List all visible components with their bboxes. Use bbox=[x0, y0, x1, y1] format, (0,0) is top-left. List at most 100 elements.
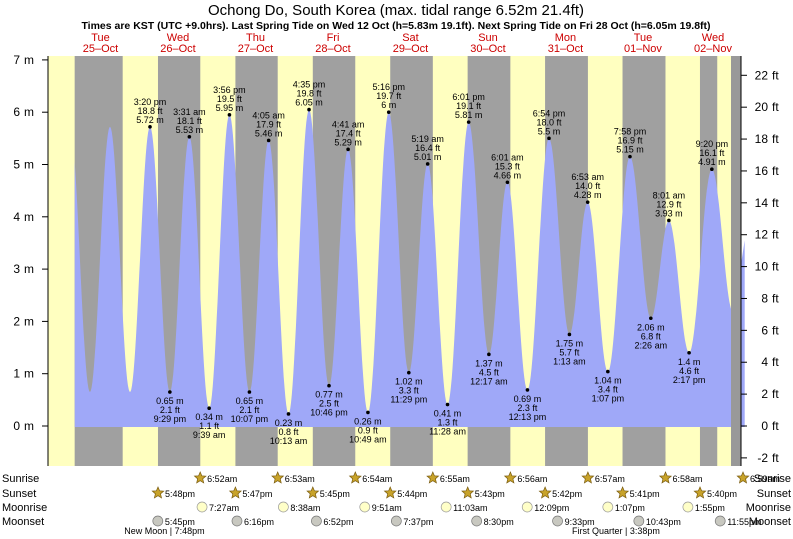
high-tide-feet: 14.0 ft bbox=[575, 181, 601, 191]
tide-point-2 bbox=[187, 134, 192, 139]
sun-moon-time: 11:55pm bbox=[727, 517, 761, 527]
low-tide-time: 10:13 am bbox=[270, 436, 308, 446]
high-tide-feet: 19.8 ft bbox=[297, 89, 323, 99]
low-tide-time: 2:17 pm bbox=[673, 375, 706, 385]
y-right-unit-label: ft bbox=[772, 68, 779, 82]
low-tide-meters: 0.23 m bbox=[275, 418, 303, 428]
sun-moon-time: 1:07pm bbox=[615, 503, 645, 513]
low-tide-time: 10:49 am bbox=[349, 434, 387, 444]
high-tide-feet: 15.3 ft bbox=[495, 161, 521, 171]
chart-subtitle: Times are KST (UTC +9.0hrs). Last Spring… bbox=[81, 20, 710, 32]
high-tide-feet: 12.9 ft bbox=[656, 199, 682, 209]
sun-star-icon bbox=[693, 486, 707, 499]
y-axis-left-meters: 0 m1 m2 m3 m4 m5 m6 m7 m bbox=[13, 53, 48, 433]
sun-star-icon bbox=[193, 471, 207, 484]
sun-moon-time: 8:30pm bbox=[484, 517, 514, 527]
y-right-tick-label: 2 bbox=[761, 387, 768, 401]
high-tide-meters: 6 m bbox=[381, 100, 396, 110]
right-margin-band bbox=[731, 56, 741, 466]
y-right-unit-label: ft bbox=[772, 419, 779, 433]
tide-point-4 bbox=[227, 113, 232, 117]
low-tide-feet: 5.7 ft bbox=[559, 347, 580, 357]
sun-moon-time: 7:37pm bbox=[403, 517, 433, 527]
sun-moon-time: 8:38am bbox=[290, 503, 320, 513]
y-right-tick-label: 16 bbox=[755, 164, 769, 178]
row-label-left: Sunrise bbox=[2, 473, 39, 485]
high-tide-time: 6:01 pm bbox=[452, 92, 485, 102]
row-label-left: Sunset bbox=[2, 488, 36, 500]
day-name-label: Thu bbox=[246, 32, 265, 44]
moonset-icon bbox=[311, 515, 322, 527]
low-tide-meters: 0.65 m bbox=[156, 396, 184, 406]
moonset-icon bbox=[231, 515, 243, 527]
y-left-tick-label: 0 bbox=[13, 419, 20, 433]
tide-point-17 bbox=[487, 352, 491, 357]
sun-moon-time: 6:59am bbox=[750, 474, 780, 484]
low-tide-meters: 0.77 m bbox=[315, 390, 343, 400]
tide-point-21 bbox=[567, 332, 572, 337]
day-name-label: Tue bbox=[634, 32, 653, 44]
sun-moon-time: 11:03am bbox=[453, 503, 487, 513]
low-tide-meters: 0.41 m bbox=[434, 409, 462, 419]
tide-curve-area bbox=[74, 109, 745, 427]
y-left-unit-label: m bbox=[24, 262, 34, 276]
high-tide-feet: 18.0 ft bbox=[536, 117, 562, 127]
chart-title: Ochong Do, South Korea (max. tidal range… bbox=[208, 2, 584, 19]
y-left-tick-label: 3 bbox=[13, 262, 20, 276]
sun-moon-time: 5:47pm bbox=[242, 489, 272, 499]
low-tide-time: 11:28 am bbox=[429, 427, 466, 437]
sun-star-icon bbox=[151, 486, 165, 499]
moon-phases: New Moon | 7:48pm First Quarter | 3:38pm bbox=[124, 526, 660, 536]
sun-moon-time: 5:45pm bbox=[165, 517, 195, 527]
y-right-unit-label: ft bbox=[772, 387, 779, 401]
sun-moon-time: 5:45pm bbox=[320, 489, 350, 499]
moonrise-icon bbox=[682, 501, 694, 513]
sun-moon-time: 5:41pm bbox=[630, 489, 660, 499]
sun-moon-time: 1:55pm bbox=[695, 503, 725, 513]
low-tide-feet: 2.1 ft bbox=[160, 405, 181, 415]
low-tide-meters: 1.04 m bbox=[594, 376, 622, 386]
row-label-left: Moonset bbox=[2, 516, 44, 528]
sun-star-icon bbox=[503, 471, 517, 484]
high-tide-time: 6:53 am bbox=[571, 172, 604, 182]
tide-point-5 bbox=[247, 390, 252, 394]
high-tide-time: 6:01 am bbox=[491, 152, 524, 162]
y-left-unit-label: m bbox=[24, 53, 34, 67]
low-tide-feet: 2.3 ft bbox=[517, 403, 538, 413]
sun-moon-time: 5:48pm bbox=[165, 489, 195, 499]
high-tide-meters: 5.01 m bbox=[414, 152, 442, 162]
y-right-tick-label: 6 bbox=[761, 323, 768, 337]
low-tide-meters: 2.06 m bbox=[637, 322, 665, 332]
y-right-tick-label: 12 bbox=[755, 228, 769, 242]
y-left-tick-label: 1 bbox=[13, 367, 20, 381]
sun-moon-time: 6:16pm bbox=[244, 517, 274, 527]
sun-moon-time: 10:43pm bbox=[646, 517, 681, 527]
moonrise-icon bbox=[440, 501, 452, 513]
tide-point-19 bbox=[525, 388, 530, 392]
high-tide-feet: 19.1 ft bbox=[456, 101, 482, 111]
high-tide-feet: 17.4 ft bbox=[336, 128, 362, 138]
y-left-tick-label: 5 bbox=[13, 158, 20, 172]
day-date-label: 28–Oct bbox=[315, 43, 350, 55]
moonrise-icon bbox=[278, 501, 289, 513]
high-tide-feet: 16.4 ft bbox=[415, 143, 441, 153]
tide-point-26 bbox=[667, 218, 671, 223]
sun-moon-time: 12:09pm bbox=[534, 503, 569, 513]
sun-moon-time: 5:43pm bbox=[475, 489, 505, 499]
sun-star-icon bbox=[461, 486, 475, 499]
high-tide-time: 8:01 am bbox=[653, 190, 686, 200]
tide-point-28 bbox=[710, 167, 714, 172]
high-tide-time: 4:41 am bbox=[332, 119, 365, 129]
y-left-tick-label: 4 bbox=[13, 210, 20, 224]
tide-point-3 bbox=[207, 406, 211, 411]
high-tide-time: 7:58 pm bbox=[614, 127, 647, 137]
high-tide-meters: 4.91 m bbox=[698, 157, 726, 167]
tide-point-14 bbox=[425, 162, 430, 166]
row-label-right: Moonrise bbox=[746, 502, 791, 514]
tide-point-9 bbox=[327, 383, 331, 388]
low-tide-meters: 0.69 m bbox=[514, 394, 542, 404]
high-tide-time: 5:19 am bbox=[411, 134, 444, 144]
high-tide-meters: 6.05 m bbox=[295, 98, 323, 108]
day-date-label: 29–Oct bbox=[393, 43, 428, 55]
